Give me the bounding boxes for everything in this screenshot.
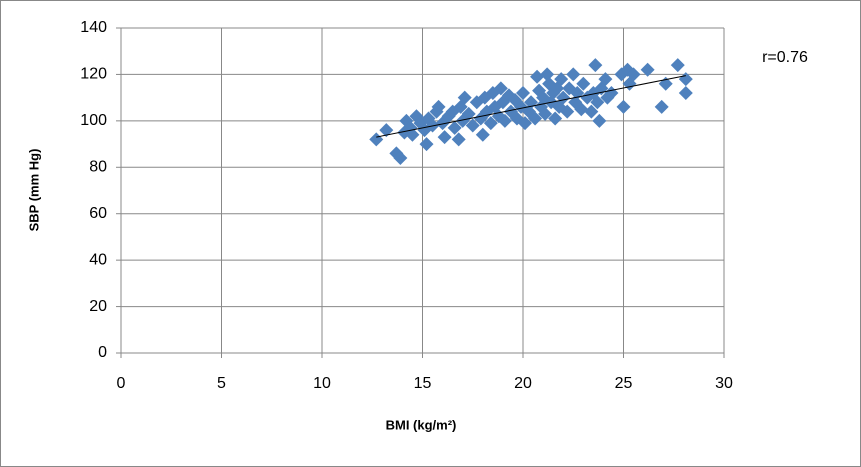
point (626, 67, 641, 82)
point (560, 104, 575, 119)
point (431, 99, 446, 114)
point (457, 90, 472, 105)
y-axis-title: SBP (mm Hg) (26, 149, 41, 232)
point (528, 111, 543, 126)
y-tick-label: 120 (80, 66, 107, 83)
point (451, 132, 466, 147)
point (538, 106, 553, 121)
x-tick-label: 0 (117, 375, 126, 392)
point (592, 113, 607, 128)
point (475, 127, 490, 142)
point (493, 81, 508, 96)
point (379, 123, 394, 138)
annotation: r=0.76 (762, 49, 808, 66)
point (530, 69, 545, 84)
point (540, 67, 555, 82)
x-tick-label: 20 (514, 375, 532, 392)
point (640, 62, 655, 77)
point (598, 72, 613, 87)
y-tick-label: 40 (89, 251, 107, 268)
point (588, 58, 603, 73)
point (616, 99, 631, 114)
point (566, 67, 581, 82)
point (405, 127, 420, 142)
point (548, 111, 563, 126)
point (483, 116, 498, 131)
point (574, 102, 589, 117)
point (678, 86, 693, 100)
point (393, 151, 408, 165)
point (518, 116, 533, 131)
y-tick-label: 80 (89, 159, 107, 176)
x-tick-label: 5 (217, 375, 226, 392)
x-tick-label: 15 (414, 375, 432, 392)
x-tick-label: 25 (615, 375, 633, 392)
point (584, 104, 599, 119)
y-tick-label: 140 (80, 19, 107, 36)
x-axis-title: BMI (kg/m²) (386, 417, 457, 432)
point (590, 95, 605, 110)
point (465, 118, 480, 133)
y-tick-label: 100 (80, 112, 107, 129)
point (419, 137, 434, 152)
point (670, 58, 685, 73)
y-tick-label: 20 (89, 298, 107, 315)
point (654, 99, 669, 114)
point (461, 106, 476, 121)
trendline (376, 75, 686, 138)
point (447, 120, 462, 135)
y-tick-label: 60 (89, 205, 107, 222)
point (516, 86, 530, 100)
point (554, 72, 569, 87)
point (497, 113, 512, 128)
y-tick-label: 0 (98, 344, 107, 361)
x-tick-label: 10 (313, 375, 331, 392)
point (576, 76, 591, 91)
x-tick-label: 30 (715, 375, 733, 392)
point (437, 130, 452, 145)
point (678, 72, 693, 87)
